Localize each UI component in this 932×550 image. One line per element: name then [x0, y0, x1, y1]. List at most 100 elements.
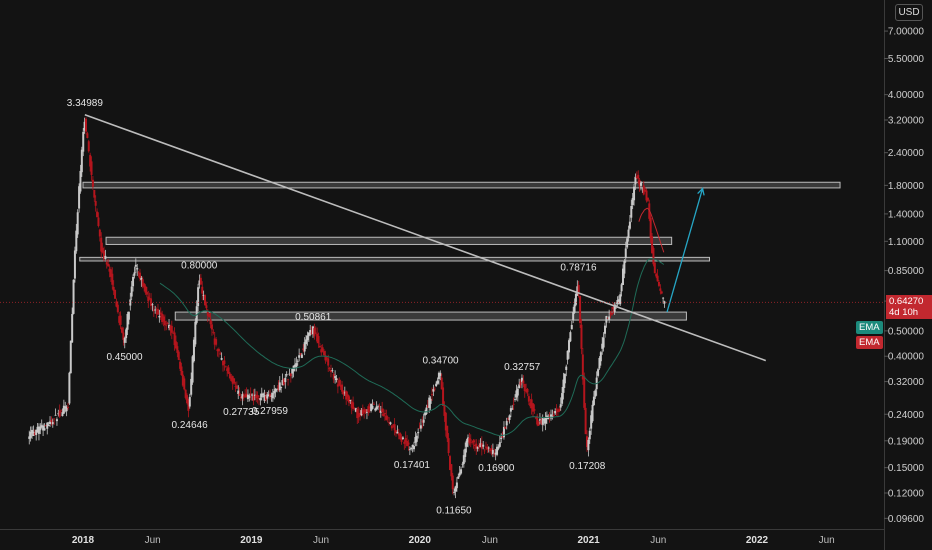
candle-down — [404, 437, 407, 443]
candle-down — [451, 475, 454, 490]
candle-down — [187, 399, 190, 411]
candle-down — [336, 384, 339, 387]
price-zone-rectangle[interactable] — [79, 256, 710, 262]
candle-down — [534, 417, 537, 419]
candle-down — [652, 248, 655, 265]
candle-up — [29, 431, 32, 438]
candle-down — [245, 393, 248, 397]
candle-up — [621, 268, 624, 285]
price-axis-panel — [884, 0, 932, 550]
price-annotation-label: 0.34700 — [422, 355, 459, 366]
candle-up — [303, 342, 306, 352]
candle-down — [475, 443, 478, 449]
candle-up — [191, 356, 194, 383]
candle-up — [505, 421, 508, 426]
ema-green-label[interactable]: EMA — [856, 321, 883, 335]
candle-up — [465, 440, 468, 447]
candle-up — [375, 406, 378, 410]
candle-down — [484, 446, 487, 448]
price-annotation-label: 0.16900 — [478, 463, 515, 474]
candle-down — [649, 217, 652, 238]
candle-down — [152, 310, 155, 312]
price-tick-label: 0.09600 — [888, 514, 925, 525]
candle-down — [145, 292, 148, 295]
candle-up — [466, 437, 469, 442]
candle-down — [213, 338, 216, 345]
price-zone-rectangle[interactable] — [82, 181, 841, 189]
candle-down — [58, 411, 61, 417]
candle-up — [436, 380, 439, 384]
time-tick-label: 2018 — [72, 535, 95, 546]
candle-down — [313, 328, 316, 337]
candle-up — [562, 379, 565, 393]
candle-up — [298, 355, 301, 358]
candle-down — [96, 211, 99, 218]
price-annotation-label: 0.45000 — [106, 352, 143, 363]
candle-up — [624, 248, 627, 258]
candle-up — [599, 352, 602, 362]
price-axis[interactable]: 7.00000 5.50000 4.00000 3.20000 2.40000 1.800… — [884, 0, 932, 550]
price-annotation-label: 0.27959 — [252, 406, 289, 417]
candle-up — [132, 276, 135, 287]
ema-red-label[interactable]: EMA — [856, 336, 883, 350]
candle-down — [67, 407, 70, 409]
candle-down — [393, 424, 396, 431]
support-resistance-zones[interactable] — [79, 181, 841, 321]
candle-up — [410, 447, 413, 449]
candle-down — [581, 354, 584, 380]
time-axis[interactable]: 2018 Jun 2019 Jun 2020 Jun 2021 Jun 2022 Jun — [0, 529, 884, 547]
candle-down — [612, 307, 615, 310]
candle-up — [570, 324, 573, 330]
candle-down — [552, 414, 555, 417]
candle-down — [89, 154, 92, 167]
projection-arrow[interactable] — [666, 188, 704, 313]
candle-up — [331, 370, 334, 372]
drawings[interactable] — [0, 114, 884, 362]
candle-down — [208, 314, 211, 317]
candle-up — [220, 358, 223, 360]
candle-down — [646, 197, 649, 201]
candle-down — [321, 347, 324, 352]
candle-up — [497, 446, 500, 449]
price-zone-rectangle[interactable] — [174, 311, 687, 321]
currency-badge[interactable]: USD — [895, 4, 923, 21]
candle-down — [111, 273, 114, 285]
candle-up — [630, 205, 633, 218]
candle-down — [327, 358, 330, 366]
candle-down — [486, 446, 489, 450]
candle-up — [594, 390, 597, 397]
candle-up — [278, 382, 281, 391]
candle-up — [79, 170, 82, 192]
candle-down — [156, 308, 159, 315]
candle-up — [496, 446, 499, 455]
candle-up — [370, 403, 373, 411]
candle-down — [115, 301, 118, 307]
candle-down — [442, 387, 445, 406]
candle-down — [526, 389, 529, 393]
candle-down — [399, 433, 402, 440]
candle-up — [42, 425, 45, 431]
candle-down — [238, 393, 241, 396]
candle-up — [462, 455, 465, 464]
candle-up — [663, 301, 666, 304]
candle-up — [371, 405, 374, 409]
candle-up — [576, 286, 579, 296]
candle-down — [217, 349, 220, 352]
price-tick-label: 3.20000 — [888, 116, 925, 127]
candle-up — [35, 429, 38, 435]
candle-up — [620, 284, 623, 292]
candle-up — [605, 316, 608, 323]
candle-down — [101, 248, 104, 253]
candle-down — [556, 410, 559, 413]
candle-up — [429, 398, 432, 404]
candle-down — [397, 433, 400, 436]
candle-down — [91, 179, 94, 187]
price-annotation-label: 0.32757 — [504, 362, 541, 373]
candle-down — [165, 324, 168, 326]
candle-up — [569, 332, 572, 342]
descending-trendline[interactable] — [84, 114, 767, 362]
candle-down — [430, 394, 433, 396]
candle-down — [642, 185, 645, 195]
price-zone-rectangle[interactable] — [105, 236, 673, 245]
